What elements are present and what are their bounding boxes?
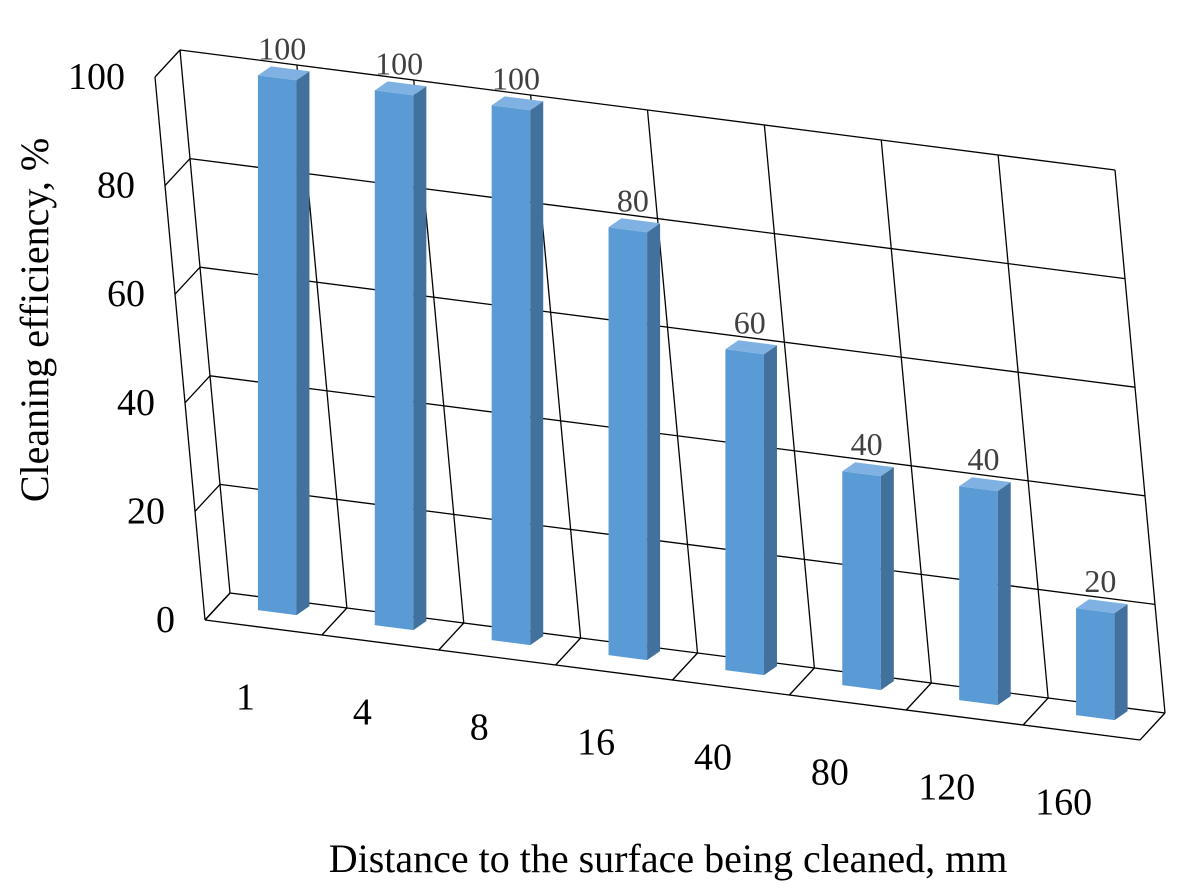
y-axis-title: Cleaning efficiency, % (12, 138, 57, 502)
data-label: 80 (617, 182, 649, 218)
bar-16 (608, 218, 661, 661)
bar-front-face (725, 349, 764, 676)
bar-40 (725, 340, 777, 676)
gridline-vertical (646, 109, 699, 654)
x-tick-label: 8 (470, 707, 489, 749)
x-tick-label: 16 (577, 722, 615, 764)
floor-divider (788, 667, 815, 696)
data-label: 100 (375, 45, 423, 81)
bar-side-face (880, 467, 894, 691)
data-label: 40 (967, 441, 999, 477)
bar-top-face (725, 340, 777, 355)
gridline-vertical (763, 124, 816, 669)
x-tick-label: 1 (236, 677, 255, 719)
bar-front-face (374, 90, 414, 631)
y-tick-label: 40 (117, 382, 155, 424)
gridline-side-60 (174, 266, 201, 295)
bar-4 (374, 81, 427, 631)
bar-front-face (491, 105, 531, 646)
bar-top-face (491, 96, 544, 111)
bar-top-face (959, 477, 1011, 492)
floor-divider (555, 637, 582, 666)
bar-side-face (1114, 604, 1128, 721)
gridline-side-20 (194, 483, 221, 512)
x-tick-label: 160 (1035, 782, 1092, 824)
bar-side-face (413, 86, 427, 631)
data-label: 100 (492, 60, 540, 96)
bar-80 (842, 462, 894, 691)
bar-front-face (257, 75, 297, 616)
x-tick-label: 120 (918, 767, 975, 809)
bar-front-face (1076, 608, 1115, 721)
floor-divider (1022, 697, 1049, 726)
x-axis-title: Distance to the surface being cleaned, m… (329, 836, 1008, 881)
bar-top-face (1076, 599, 1128, 614)
data-label: 20 (1084, 563, 1116, 599)
left-wall-edge (154, 76, 206, 621)
bar-160 (1076, 599, 1128, 721)
y-tick-label: 100 (68, 56, 125, 98)
y-tick-label: 20 (127, 490, 165, 532)
data-label: 60 (734, 304, 766, 340)
x-tick-label: 4 (353, 692, 372, 734)
gridline-side-80 (164, 158, 191, 187)
bar-front-face (608, 227, 648, 661)
bar-top-face (608, 218, 661, 233)
bar-120 (959, 477, 1011, 706)
floor-divider (204, 592, 231, 621)
floor-divider (321, 607, 348, 636)
floor-divider (905, 682, 932, 711)
bar-top-face (842, 462, 894, 477)
gridline-side-40 (184, 375, 211, 404)
y-tick-label: 80 (97, 165, 135, 207)
bar-side-face (530, 101, 544, 646)
floor-divider (438, 622, 465, 651)
y-tick-label: 0 (156, 599, 175, 641)
gridline-vertical (997, 154, 1049, 699)
gridline-vertical (179, 49, 231, 594)
bar-top-face (374, 81, 427, 96)
x-tick-label: 40 (694, 737, 732, 779)
floor-divider (1139, 712, 1166, 741)
bar-front-face (842, 471, 881, 691)
gridline-side-100 (154, 49, 181, 78)
bar-top-face (257, 66, 310, 81)
bar-side-face (296, 71, 310, 616)
data-label: 40 (851, 426, 883, 462)
bars-layer (257, 66, 1128, 721)
bar-1 (257, 66, 310, 616)
bar-side-face (763, 345, 777, 676)
bar-side-face (997, 482, 1011, 706)
bar-side-face (647, 223, 661, 661)
gridline-vertical (880, 139, 932, 684)
bar-8 (491, 96, 544, 646)
y-tick-label: 60 (107, 273, 145, 315)
gridline-vertical (1114, 169, 1166, 714)
labels-layer: 0 20 40 60 80 100 100 1 100 4 100 8 80 16 60 40 40 80 40 12… (68, 30, 1116, 823)
data-label: 100 (258, 30, 306, 66)
x-tick-label: 80 (811, 752, 849, 794)
bar-front-face (959, 486, 998, 706)
floor-divider (672, 652, 698, 681)
